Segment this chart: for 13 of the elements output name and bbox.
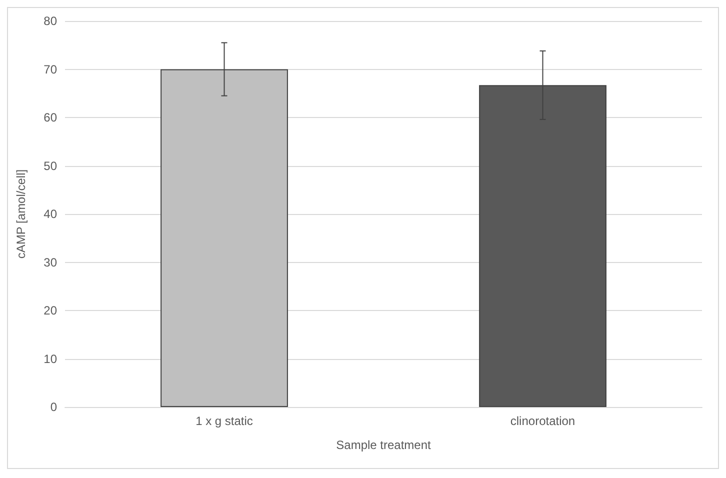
y-tick-label: 50 [44, 158, 58, 173]
y-tick-label: 70 [44, 62, 58, 76]
y-axis-title: cAMP [amol/cell] [14, 169, 28, 259]
x-axis-title: Sample treatment [336, 438, 432, 452]
y-tick-label: 20 [44, 304, 58, 318]
x-tick-label: 1 x g static [196, 414, 253, 428]
y-tick-label: 0 [50, 400, 58, 414]
x-tick-label: clinorotation [510, 414, 576, 428]
y-tick-label: 80 [44, 14, 58, 28]
y-tick-label: 40 [44, 207, 58, 221]
y-tick-label: 30 [44, 255, 58, 270]
y-tick-label: 60 [44, 110, 58, 124]
y-tick-label: 10 [44, 352, 58, 366]
